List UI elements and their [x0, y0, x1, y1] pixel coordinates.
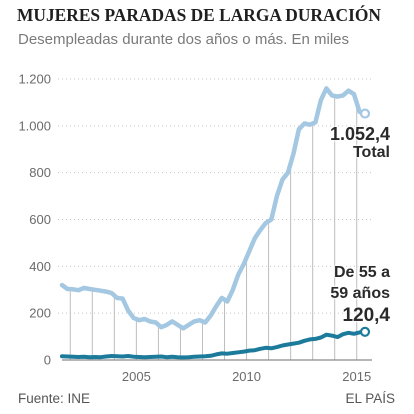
series-end-marker-de-55-a-59-anos — [359, 326, 371, 337]
chart-title: MUJERES PARADAS DE LARGA DURACIÓN — [17, 5, 381, 25]
y-tick-label: 400 — [29, 259, 51, 274]
y-tick-label: 0 — [44, 353, 51, 368]
y-tick-label: 1.000 — [18, 118, 51, 133]
source-note: Fuente: INE — [18, 391, 91, 406]
total-end-value-label: 1.052,4 — [329, 124, 390, 144]
publisher-brand: EL PAÍS — [345, 391, 395, 406]
year-guide-lines — [69, 97, 358, 360]
series-end-markers — [359, 108, 371, 337]
y-gridlines — [58, 78, 372, 314]
y-axis-tick-labels: 0 200 400 600 800 1.000 1.200 — [18, 72, 51, 368]
series-line-total — [59, 86, 368, 331]
series-end-marker-total — [359, 108, 371, 119]
x-tick-label: 2010 — [232, 369, 261, 384]
x-axis-tick-labels: 2005 2010 2015 — [122, 369, 371, 384]
age-55-59-end-value-label: 120,4 — [342, 305, 390, 326]
x-tick-label: 2005 — [122, 369, 151, 384]
series-lines — [59, 86, 368, 360]
x-tick-label: 2015 — [342, 369, 371, 384]
age-55-59-series-label: De 55 a 59 años — [330, 264, 390, 302]
chart-subtitle: Desempleadas durante dos años o más. En … — [18, 31, 350, 48]
y-tick-label: 1.200 — [18, 72, 51, 87]
y-tick-label: 200 — [29, 306, 51, 321]
y-tick-label: 800 — [29, 165, 51, 180]
series-line-de-55-a-59-anos — [60, 329, 367, 360]
y-tick-label: 600 — [29, 212, 51, 227]
total-series-label: Total — [352, 144, 390, 161]
